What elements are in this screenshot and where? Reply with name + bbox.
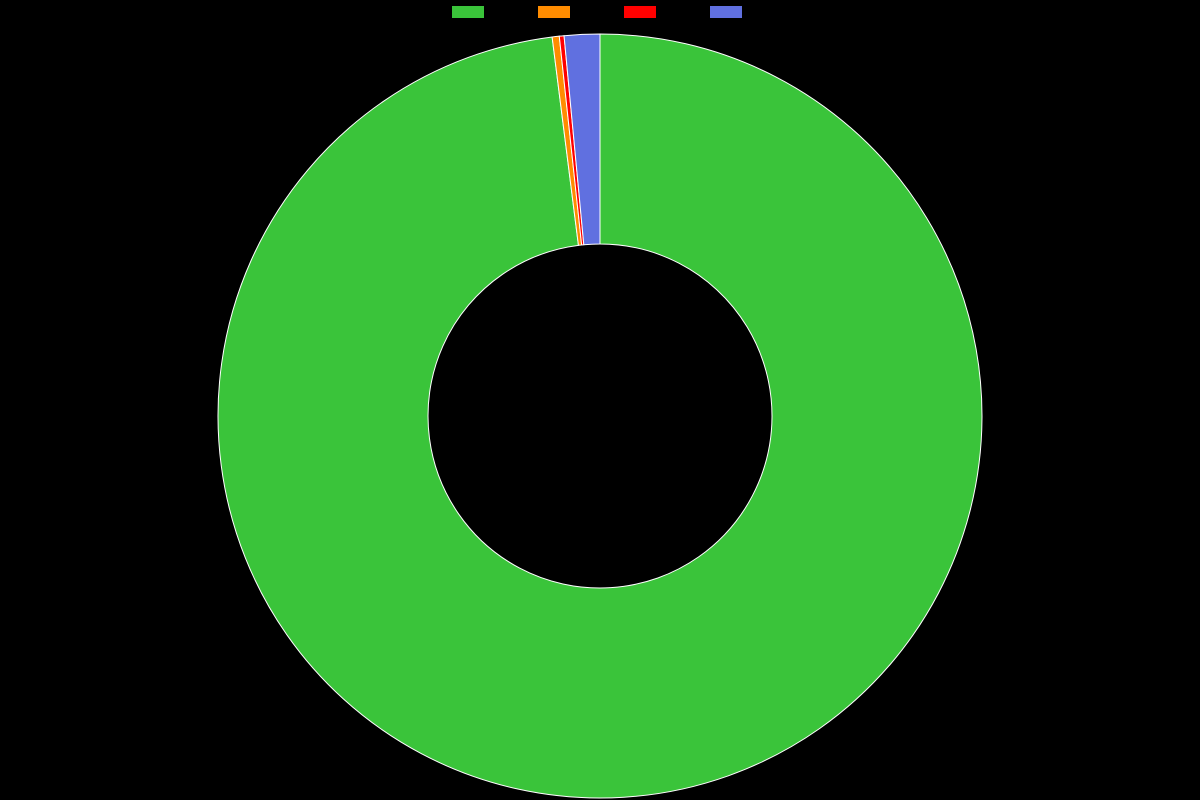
legend-item-0 bbox=[452, 6, 490, 18]
chart-legend bbox=[0, 6, 1200, 18]
legend-swatch-2 bbox=[624, 6, 656, 18]
legend-swatch-3 bbox=[710, 6, 742, 18]
legend-swatch-1 bbox=[538, 6, 570, 18]
legend-item-3 bbox=[710, 6, 748, 18]
legend-item-1 bbox=[538, 6, 576, 18]
chart-page: { "chart": { "type": "donut", "backgroun… bbox=[0, 0, 1200, 800]
donut-chart bbox=[216, 32, 984, 800]
legend-item-2 bbox=[624, 6, 662, 18]
legend-swatch-0 bbox=[452, 6, 484, 18]
